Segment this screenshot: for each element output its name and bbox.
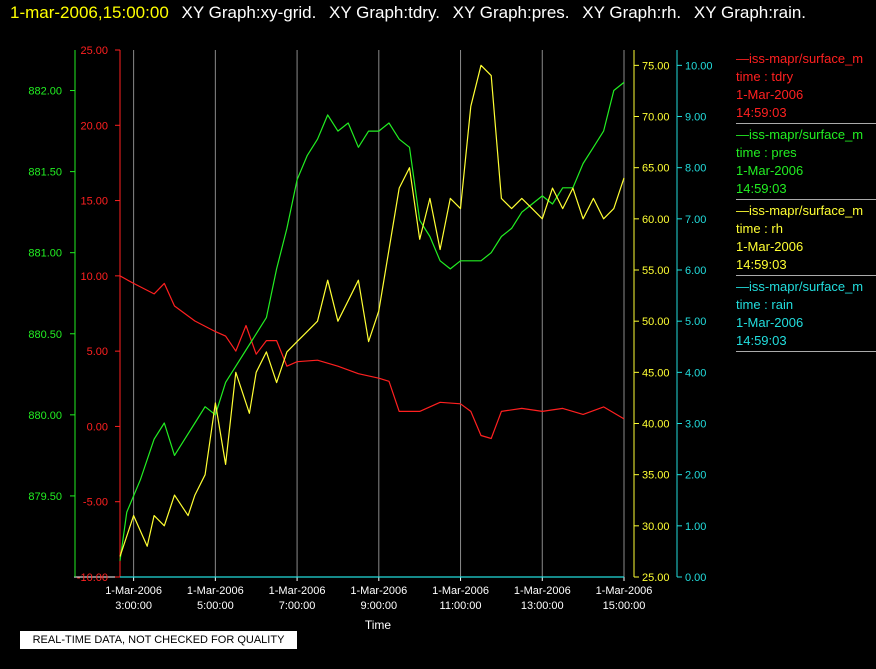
y-tick-label-tdry: -5.00 — [83, 497, 108, 509]
x-tick-label-date: 1-Mar-2006 — [432, 585, 489, 597]
y-tick-label-rain: 8.00 — [685, 163, 706, 175]
legend-date: 1-Mar-2006 — [736, 239, 804, 254]
y-tick-label-rh: 45.00 — [642, 367, 670, 379]
legend-entry-pres[interactable]: —iss-mapr/surface_m time : pres 1-Mar-20… — [736, 126, 876, 200]
y-tick-label-rh: 65.00 — [642, 163, 670, 175]
y-tick-label-tdry: 0.00 — [87, 421, 108, 433]
legend-time: 14:59:03 — [736, 333, 787, 348]
series-line-pres — [119, 81, 625, 561]
x-tick-label-date: 1-Mar-2006 — [187, 585, 244, 597]
x-tick-label-time: 9:00:00 — [360, 600, 397, 612]
x-tick-label-time: 15:00:00 — [603, 600, 646, 612]
y-tick-label-rh: 60.00 — [642, 214, 670, 226]
x-tick-label-date: 1-Mar-2006 — [350, 585, 407, 597]
y-tick-label-rh: 40.00 — [642, 419, 670, 431]
x-tick-label-date: 1-Mar-2006 — [269, 585, 326, 597]
legend-date: 1-Mar-2006 — [736, 315, 804, 330]
timestamp: 1-mar-2006,15:00:00 — [10, 3, 169, 22]
y-tick-label-pres: 881.00 — [28, 248, 62, 260]
x-tick-label-time: 11:00:00 — [440, 600, 482, 612]
y-tick-label-rh: 25.00 — [642, 572, 670, 584]
y-tick-label-tdry: 25.00 — [80, 45, 108, 57]
legend-time: 14:59:03 — [736, 105, 787, 120]
graph-name-tdry: XY Graph:tdry. — [329, 3, 440, 22]
y-tick-label-rain: 1.00 — [685, 521, 706, 533]
y-tick-label-rain: 5.00 — [685, 316, 706, 328]
legend-entry-rh[interactable]: —iss-mapr/surface_m time : rh 1-Mar-2006… — [736, 202, 876, 276]
y-tick-label-tdry: 5.00 — [87, 346, 108, 358]
y-tick-label-rh: 35.00 — [642, 470, 670, 482]
x-tick-label-date: 1-Mar-2006 — [514, 585, 571, 597]
y-tick-label-tdry: 10.00 — [80, 271, 108, 283]
quality-notice: REAL-TIME DATA, NOT CHECKED FOR QUALITY — [20, 631, 297, 649]
x-tick-label-time: 7:00:00 — [279, 600, 316, 612]
y-tick-label-rh: 30.00 — [642, 521, 670, 533]
y-tick-label-rain: 4.00 — [685, 367, 706, 379]
y-tick-label-rain: 2.00 — [685, 470, 706, 482]
legend-source: —iss-mapr/surface_m — [736, 203, 864, 218]
y-tick-label-pres: 880.50 — [28, 329, 62, 341]
chart-title-bar: 1-mar-2006,15:00:00 XY Graph:xy-grid. XY… — [10, 3, 806, 23]
legend-date: 1-Mar-2006 — [736, 163, 804, 178]
legend: —iss-mapr/surface_m time : tdry 1-Mar-20… — [736, 50, 876, 354]
x-tick-label-time: 5:00:00 — [197, 600, 234, 612]
graph-name-rh: XY Graph:rh. — [582, 3, 682, 22]
x-tick-label-date: 1-Mar-2006 — [105, 585, 162, 597]
legend-time: 14:59:03 — [736, 257, 787, 272]
legend-source: —iss-mapr/surface_m — [736, 51, 864, 66]
y-tick-label-rh: 70.00 — [642, 112, 670, 124]
y-tick-label-pres: 881.50 — [28, 167, 62, 179]
x-tick-label-time: 3:00:00 — [115, 600, 152, 612]
y-tick-label-rh: 75.00 — [642, 60, 670, 72]
y-tick-label-rain: 0.00 — [685, 572, 706, 584]
legend-source: —iss-mapr/surface_m — [736, 127, 864, 142]
series-line-tdry — [119, 275, 625, 440]
y-tick-label-rain: 7.00 — [685, 214, 706, 226]
legend-source: —iss-mapr/surface_m — [736, 279, 864, 294]
series-line-rh — [119, 64, 625, 557]
legend-entry-rain[interactable]: —iss-mapr/surface_m time : rain 1-Mar-20… — [736, 278, 876, 352]
graph-name-rain: XY Graph:rain. — [693, 3, 807, 22]
legend-series-name: time : rh — [736, 221, 783, 236]
y-tick-label-pres: 880.00 — [28, 410, 62, 422]
y-tick-label-rain: 3.00 — [685, 419, 706, 431]
y-tick-label-pres: 882.00 — [28, 86, 62, 98]
y-tick-label-tdry: 20.00 — [80, 120, 108, 132]
legend-entry-tdry[interactable]: —iss-mapr/surface_m time : tdry 1-Mar-20… — [736, 50, 876, 124]
x-axis-label: Time — [365, 618, 392, 632]
y-tick-label-tdry: 15.00 — [80, 196, 108, 208]
graph-name-xy-grid: XY Graph:xy-grid. — [181, 3, 317, 22]
y-tick-label-pres: 879.50 — [28, 491, 62, 503]
legend-series-name: time : tdry — [736, 69, 794, 84]
y-tick-label-rh: 50.00 — [642, 316, 670, 328]
graph-name-pres: XY Graph:pres. — [452, 3, 570, 22]
x-tick-label-date: 1-Mar-2006 — [596, 585, 653, 597]
x-tick-label-time: 13:00:00 — [521, 600, 564, 612]
legend-date: 1-Mar-2006 — [736, 87, 804, 102]
y-tick-label-rain: 10.00 — [685, 60, 713, 72]
legend-time: 14:59:03 — [736, 181, 787, 196]
y-tick-label-rain: 6.00 — [685, 265, 706, 277]
y-tick-label-rh: 55.00 — [642, 265, 670, 277]
y-tick-label-rain: 9.00 — [685, 112, 706, 124]
y-tick-label-tdry: -10.00 — [77, 572, 108, 584]
legend-series-name: time : pres — [736, 145, 797, 160]
legend-series-name: time : rain — [736, 297, 794, 312]
